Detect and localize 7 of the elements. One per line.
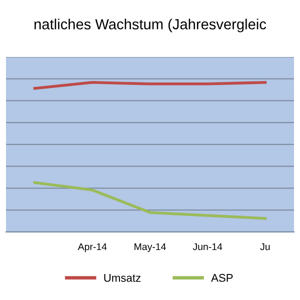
legend-label: Umsatz bbox=[104, 274, 140, 282]
x-tick-label: May-14 bbox=[134, 243, 166, 252]
x-tick-label: Apr-14 bbox=[78, 243, 107, 252]
x-tick-label: Ju bbox=[260, 243, 270, 250]
x-tick-label: Jun-14 bbox=[192, 243, 222, 250]
legend-label: ASP bbox=[211, 274, 233, 282]
chart-title: natliches Wachstum (Jahresvergleic bbox=[34, 18, 266, 32]
